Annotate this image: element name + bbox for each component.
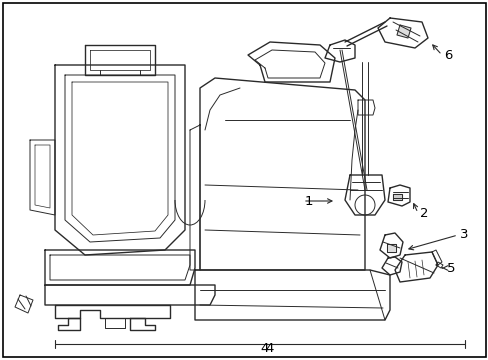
Polygon shape (45, 285, 215, 305)
Text: 1: 1 (305, 194, 313, 207)
Polygon shape (55, 305, 170, 318)
Polygon shape (130, 318, 155, 330)
Polygon shape (396, 25, 410, 38)
Polygon shape (45, 250, 195, 285)
Polygon shape (58, 318, 80, 330)
Text: 2: 2 (419, 207, 427, 220)
Polygon shape (394, 252, 437, 282)
Polygon shape (30, 140, 55, 215)
Polygon shape (190, 125, 200, 270)
Polygon shape (392, 194, 401, 200)
Text: 5: 5 (446, 261, 454, 275)
Polygon shape (377, 18, 427, 48)
Polygon shape (379, 233, 402, 258)
Polygon shape (105, 318, 125, 328)
Polygon shape (345, 175, 384, 215)
Text: 4: 4 (264, 342, 273, 356)
Polygon shape (435, 262, 442, 268)
Polygon shape (431, 250, 441, 265)
Polygon shape (381, 257, 401, 275)
Text: 6: 6 (443, 49, 451, 62)
Polygon shape (55, 65, 184, 255)
Polygon shape (15, 295, 33, 313)
Polygon shape (247, 42, 334, 82)
Polygon shape (195, 270, 389, 320)
Text: 3: 3 (459, 229, 468, 242)
Polygon shape (85, 45, 155, 75)
Polygon shape (325, 40, 354, 62)
Text: 4: 4 (260, 342, 268, 356)
Polygon shape (200, 78, 364, 270)
Polygon shape (387, 185, 409, 206)
Polygon shape (357, 100, 374, 115)
Polygon shape (386, 244, 395, 252)
